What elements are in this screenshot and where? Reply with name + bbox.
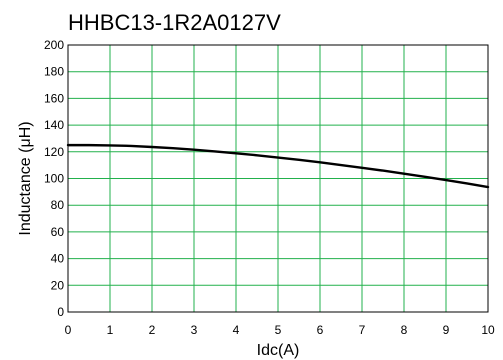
x-tick-label: 4 (233, 323, 240, 337)
inductance-curve (66, 143, 490, 189)
x-tick-label: 7 (359, 323, 366, 337)
y-tick-label: 180 (44, 65, 64, 79)
y-tick-label: 160 (44, 91, 64, 105)
plot-frame (67, 44, 489, 313)
y-tick-label: 200 (44, 38, 64, 52)
x-tick-label: 1 (107, 323, 114, 337)
x-axis-label: Idc(A) (257, 342, 300, 359)
y-tick-labels: 0 20 40 60 80 100 120 140 160 180 200 (44, 38, 64, 319)
x-tick-label: 10 (481, 323, 495, 337)
x-tick-label: 0 (65, 323, 72, 337)
y-tick-label: 140 (44, 118, 64, 132)
y-tick-label: 0 (57, 305, 64, 319)
x-tick-label: 3 (191, 323, 198, 337)
y-tick-label: 120 (44, 145, 64, 159)
x-tick-labels: 0 1 2 3 4 5 6 7 8 9 10 (65, 323, 495, 337)
y-axis-label: Inductance (μH) (17, 121, 34, 235)
x-tick-label: 6 (317, 323, 324, 337)
y-tick-label: 20 (51, 278, 65, 292)
x-tick-label: 8 (401, 323, 408, 337)
y-tick-label: 100 (44, 172, 64, 186)
x-tick-label: 5 (275, 323, 282, 337)
grid (68, 45, 488, 312)
y-tick-label: 40 (51, 252, 65, 266)
x-tick-label: 2 (149, 323, 156, 337)
y-tick-label: 60 (51, 225, 65, 239)
x-tick-label: 9 (443, 323, 450, 337)
chart-title: HHBC13-1R2A0127V (68, 10, 281, 35)
y-tick-label: 80 (51, 198, 65, 212)
